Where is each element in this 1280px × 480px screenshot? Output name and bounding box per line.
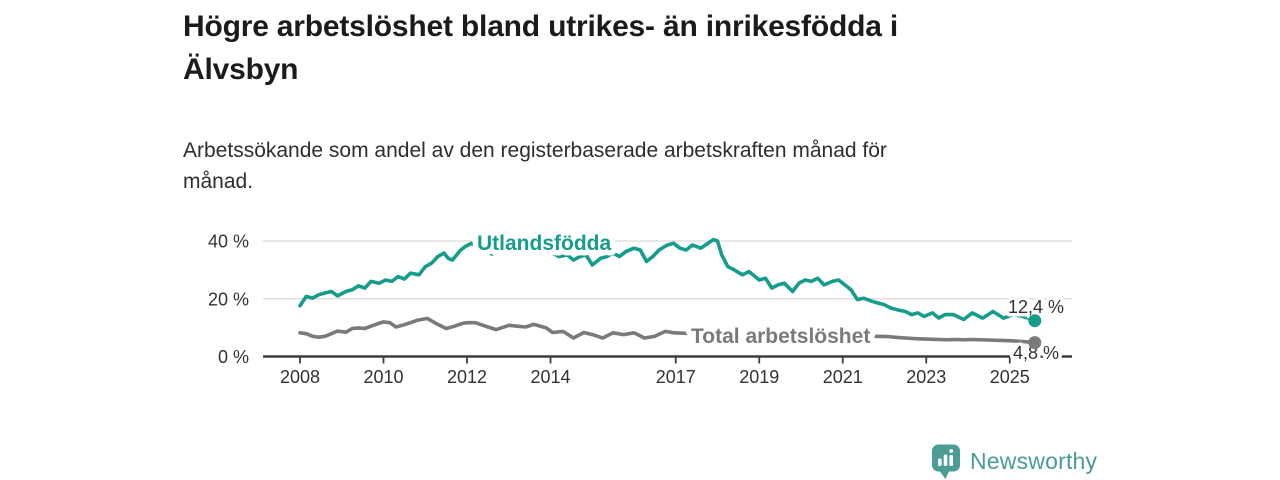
x-tick-label: 2019 (739, 367, 779, 387)
x-tick-label: 2010 (363, 367, 403, 387)
y-tick-label: 0 % (218, 347, 249, 367)
chart-title-line-1: Högre arbetslöshet bland utrikes- än inr… (183, 10, 898, 43)
y-tick-label: 20 % (208, 289, 249, 309)
y-tick-label: 40 % (208, 232, 249, 252)
x-tick-label: 2012 (447, 367, 487, 387)
newsworthy-logo[interactable]: Newsworthy (931, 443, 1097, 480)
x-tick-label: 2017 (656, 367, 696, 387)
chart-subtitle-line-2: månad. (183, 170, 254, 193)
series-label-total: Total arbetslöshet (691, 325, 870, 348)
series-line-utlandsfodda (298, 237, 1037, 323)
x-tick-label: 2008 (280, 367, 320, 387)
x-tick-label: 2014 (530, 367, 570, 387)
end-dot-utlandsfodda (1028, 314, 1042, 328)
x-tick-label: 2023 (906, 367, 946, 387)
x-tick-label: 2021 (823, 367, 863, 387)
chart-title: Högre arbetslöshet bland utrikes- än inr… (183, 5, 898, 91)
end-label-utlandsfodda: 12,4 % (1008, 297, 1064, 317)
chart-subtitle: Arbetssökande som andel av den registerb… (183, 135, 887, 197)
chart-subtitle-line-1: Arbetssökande som andel av den registerb… (183, 139, 887, 162)
x-tick-label: 2025 (990, 367, 1030, 387)
series-label-utlandsfodda: Utlandsfödda (477, 232, 611, 255)
chart-title-line-2: Älvsbyn (183, 53, 299, 86)
newsworthy-bars-icon (932, 444, 960, 479)
end-dot-total (1028, 336, 1042, 350)
series-line-total (298, 316, 1037, 345)
newsworthy-logo-text: Newsworthy (970, 448, 1098, 474)
